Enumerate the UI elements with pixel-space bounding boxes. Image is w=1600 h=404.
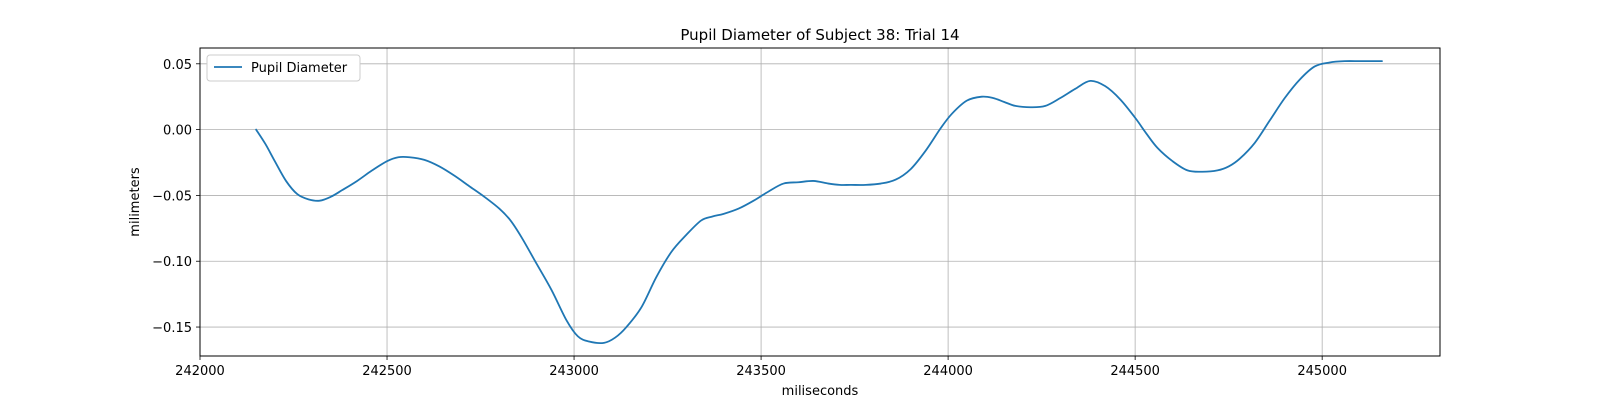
series-line-pupil-diameter (255, 60, 1383, 344)
y-tick-label: 0.00 (163, 124, 192, 139)
y-tick-label: −0.05 (152, 189, 192, 204)
plot-frame (199, 47, 1441, 357)
y-tick-label: −0.15 (152, 321, 192, 336)
x-tick-label: 242500 (362, 364, 412, 379)
tick-layer: 242000 242500 243000 243500 244000 244500 2450… (152, 58, 1347, 379)
legend: Pupil Diameter (206, 54, 361, 82)
chart-title: Pupil Diameter of Subject 38: Trial 14 (680, 26, 959, 44)
x-tick-label: 244000 (923, 364, 973, 379)
legend-label: Pupil Diameter (251, 61, 348, 76)
legend-box (206, 54, 361, 82)
x-axis-label: miliseconds (782, 384, 859, 399)
y-axis-label: milimeters (128, 167, 143, 237)
x-tick-label: 243000 (549, 364, 599, 379)
x-tick-label: 245000 (1297, 364, 1347, 379)
y-tick-label: −0.10 (152, 255, 192, 270)
x-tick-label: 244500 (1110, 364, 1160, 379)
y-tick-label: 0.05 (163, 58, 192, 73)
series-layer (255, 60, 1383, 344)
x-tick-label: 242000 (175, 364, 225, 379)
x-tick-label: 243500 (736, 364, 786, 379)
grid-layer (199, 48, 1440, 356)
